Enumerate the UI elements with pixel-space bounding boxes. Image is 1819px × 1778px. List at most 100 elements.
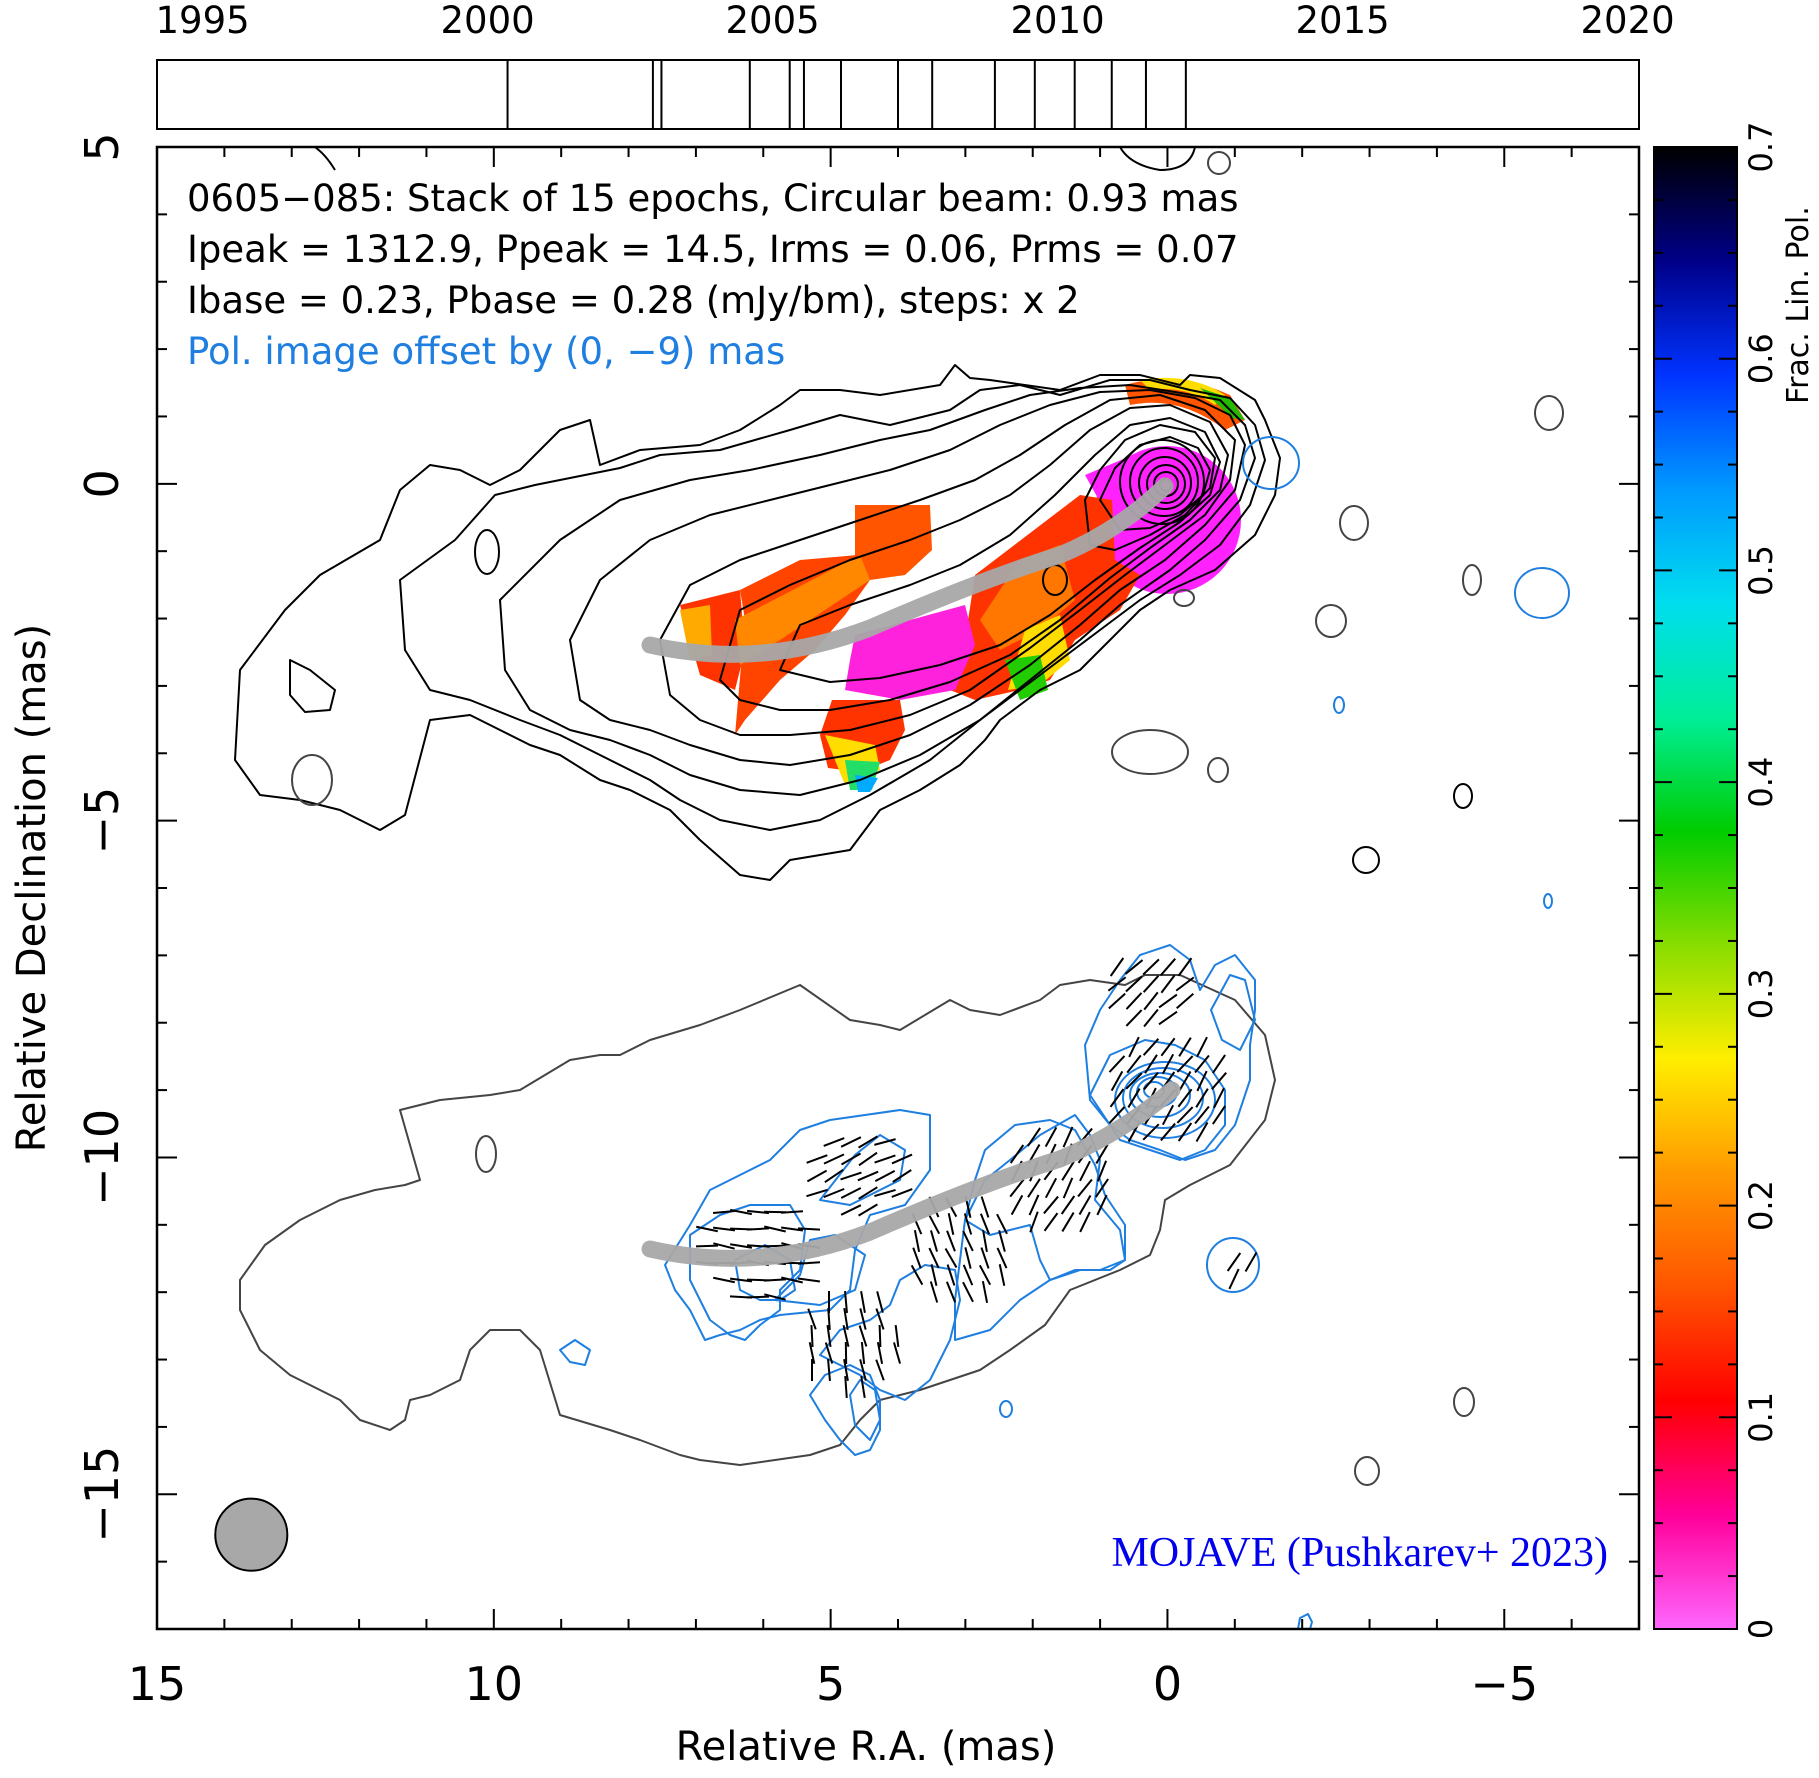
pol-contour-9 (689, 1204, 806, 1341)
evpa-tick (996, 1213, 1008, 1235)
annotation-line-2: Ipeak = 1312.9, Ppeak = 14.5, Irms = 0.0… (187, 228, 1239, 271)
ridge-line-upper (641, 477, 1174, 663)
evpa-tick (962, 1230, 974, 1252)
stokes-i-island-5 (313, 147, 336, 171)
evpa-tick (763, 1278, 787, 1282)
evpa-tick (797, 1227, 821, 1231)
evpa-tick (843, 1358, 849, 1382)
ridge-line-lower (641, 1081, 1181, 1267)
evpa-tick (946, 1230, 956, 1252)
evpa-tick (1108, 992, 1126, 1010)
colorbar-tick-label: 0.6 (1742, 333, 1780, 384)
evpa-tick (928, 1247, 940, 1269)
pol-contour-24 (999, 1400, 1013, 1418)
evpa-tick (764, 1225, 786, 1233)
neg-contour-4 (1173, 589, 1195, 607)
evpa-tick (1009, 1144, 1025, 1164)
evpa-tick (712, 1226, 736, 1232)
evpa-tick (1043, 1212, 1059, 1232)
evpa-tick (1044, 1126, 1058, 1148)
colorbar-label: Frac. Lin. Pol. (1781, 206, 1816, 404)
beam-ellipse (214, 1497, 289, 1572)
negative-contours (239, 151, 1564, 1486)
timeline-tick-label: 2000 (441, 0, 535, 42)
map-tick-marks (156, 146, 1640, 1630)
evpa-tick (1109, 1088, 1125, 1108)
evpa-tick (1196, 1070, 1208, 1092)
evpa-tick (823, 1187, 845, 1199)
evpa-tick (1194, 1054, 1210, 1074)
evpa-tick (797, 1277, 821, 1283)
evpa-tick (1160, 974, 1176, 994)
pol-contour-8 (849, 1379, 881, 1441)
neg-contour-7 (1462, 564, 1482, 596)
evpa-tick (713, 1276, 735, 1284)
evpa-tick (807, 1308, 817, 1330)
evpa-tick (1194, 1105, 1210, 1125)
y-tick-label: 5 (75, 132, 129, 161)
timeline-tick-label: 2015 (1296, 0, 1390, 42)
evpa-tick (824, 1342, 834, 1364)
evpa-tick (1127, 1088, 1141, 1108)
evpa-tick (876, 1342, 884, 1364)
evpa-tick (874, 1154, 896, 1164)
evpa-tick (891, 1188, 913, 1198)
stokes-i-island-1 (474, 529, 500, 575)
evpa-tick (859, 1359, 867, 1381)
stokes-i-contour-10 (1119, 439, 1205, 525)
stokes-i-island-6 (1119, 147, 1196, 171)
timeline-tick-label: 2010 (1011, 0, 1105, 42)
map-tick-labels: 15 10 5 0 −5 5 0 −5 −10 −15 (75, 132, 1538, 1711)
evpa-tick (827, 1358, 831, 1382)
evpa-tick (1160, 958, 1176, 976)
neg-contour-10 (475, 1135, 497, 1173)
pol-contour-10 (734, 1244, 796, 1301)
evpa-tick (1027, 1178, 1041, 1198)
evpa-tick (913, 1230, 921, 1252)
evpa-tick (840, 1152, 862, 1166)
evpa-tick (1195, 1121, 1209, 1143)
pol-contour-23 (1543, 893, 1553, 909)
evpa-tick (1143, 1008, 1159, 1028)
evpa-tick (1029, 1211, 1039, 1233)
evpa-vectors (695, 957, 1258, 1399)
contour-layer (234, 147, 1570, 1629)
colorbar-tick-label: 0.4 (1742, 757, 1780, 808)
pol-contour-20 (1242, 436, 1300, 490)
evpa-tick (1095, 1178, 1109, 1198)
evpa-tick (946, 1264, 956, 1286)
colorbar: 0 0.1 0.2 0.3 0.4 0.5 0.6 0.7 Frac. Lin. Pol. (1653, 122, 1816, 1640)
colorbar-tick-label: 0.5 (1742, 545, 1780, 596)
evpa-tick (894, 1324, 900, 1348)
stokes-i-contour-3 (499, 384, 1256, 796)
stokes-i-contour-16 (289, 659, 336, 713)
stokes-i-island-3 (1352, 846, 1380, 874)
timeline-panel: 1995 2000 2005 2010 2015 2020 (156, 0, 1675, 130)
colorbar-fill (1654, 147, 1737, 1629)
evpa-tick (1142, 1038, 1160, 1056)
evpa-tick (892, 1169, 912, 1183)
evpa-tick (979, 1213, 991, 1235)
evpa-tick (1125, 1009, 1143, 1027)
evpa-tick (1143, 991, 1159, 1011)
evpa-tick (1108, 1055, 1126, 1073)
evpa-tick (1160, 1122, 1176, 1142)
evpa-tick (1028, 1194, 1040, 1216)
evpa-tick (1176, 1106, 1194, 1124)
colorbar-tick-labels: 0 0.1 0.2 0.3 0.4 0.5 0.6 0.7 (1742, 122, 1780, 1640)
evpa-tick (1176, 993, 1194, 1009)
ridge-lines (641, 477, 1181, 1267)
colorbar-tick-label: 0.1 (1742, 1392, 1780, 1443)
evpa-tick (860, 1375, 866, 1399)
evpa-tick (1107, 976, 1127, 992)
stokes-i-contour-8 (1084, 424, 1216, 551)
evpa-tick (858, 1135, 878, 1149)
evpa-tick (843, 1307, 849, 1331)
evpa-tick (875, 1308, 885, 1330)
evpa-tick (996, 1247, 1008, 1269)
stokes-i-contour-7 (779, 417, 1221, 683)
pol-contour-25 (559, 1339, 591, 1366)
stokes-i-contour-4 (569, 389, 1246, 766)
evpa-tick (1061, 1212, 1075, 1232)
